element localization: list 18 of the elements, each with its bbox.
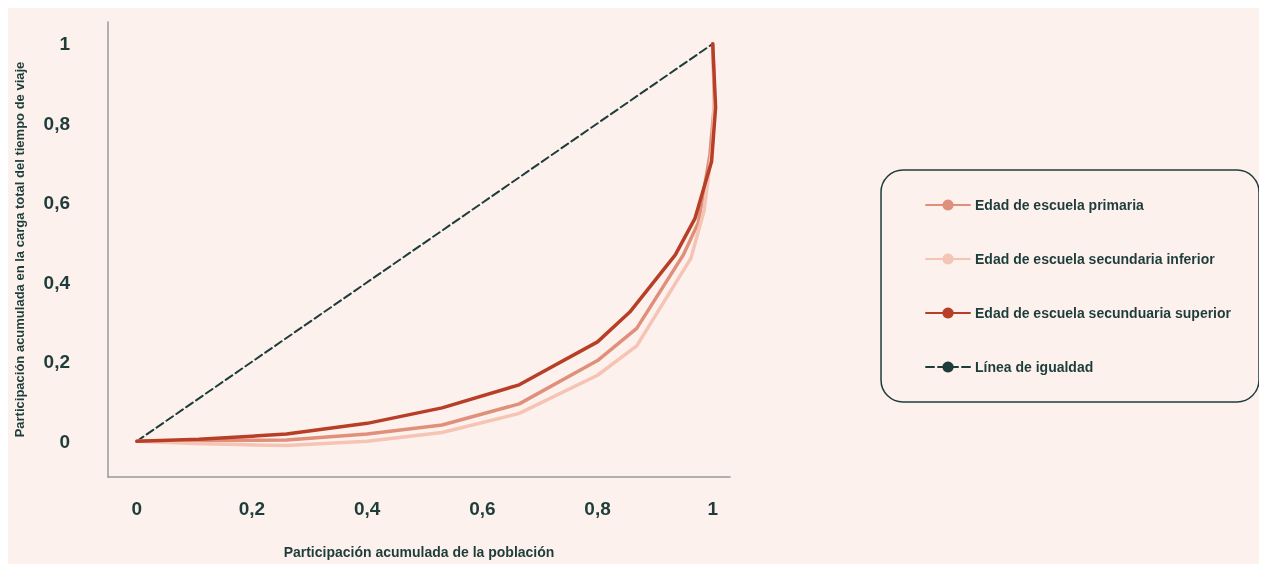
y-tick-label: 0,2 bbox=[43, 351, 70, 373]
x-tick-label: 0,2 bbox=[238, 498, 266, 519]
x-tick-label: 0,4 bbox=[353, 498, 381, 519]
legend-label: Edad de escuela secundaria inferior bbox=[975, 251, 1216, 267]
x-tick-label: 0,8 bbox=[584, 498, 611, 519]
legend-label: Edad de escuela primaria bbox=[975, 197, 1145, 213]
legend-label: Línea de igualdad bbox=[975, 359, 1094, 375]
y-tick-label: 0 bbox=[59, 430, 70, 452]
x-axis-title: Participación acumulada de la población bbox=[283, 544, 555, 560]
x-tick-label: 0,6 bbox=[469, 498, 496, 519]
y-tick-label: 0,6 bbox=[43, 192, 70, 214]
y-axis-title: Participación acumulada en la carga total del tiempo de viaje bbox=[12, 61, 27, 438]
legend-label: Edad de escuela secunduaria superior bbox=[975, 305, 1232, 321]
x-tick-label: 0 bbox=[131, 498, 143, 519]
y-tick-label: 0,8 bbox=[43, 112, 70, 134]
y-tick-label: 0,4 bbox=[43, 271, 71, 293]
y-tick-label: 1 bbox=[59, 33, 71, 55]
x-tick-label: 1 bbox=[707, 498, 719, 519]
